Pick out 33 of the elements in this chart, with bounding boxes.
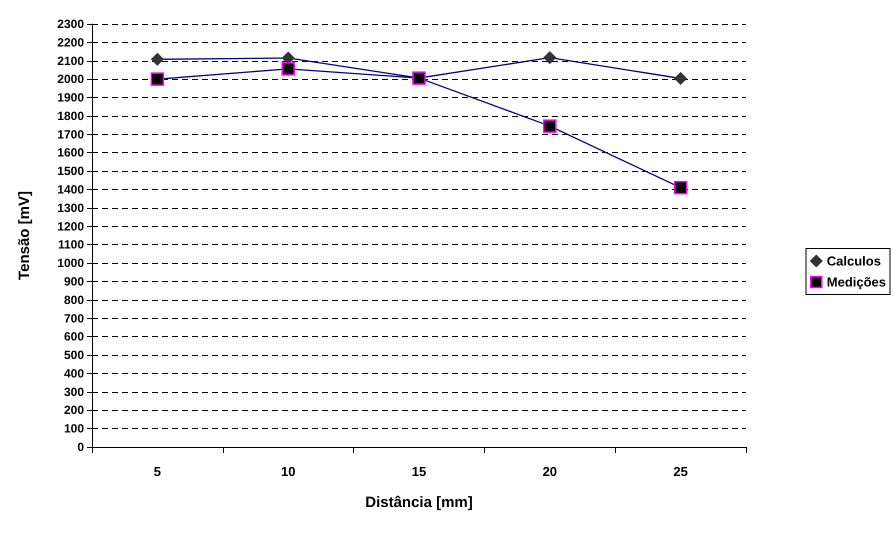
y-tick-label: 1300 — [57, 200, 84, 215]
y-tick-label: 900 — [64, 274, 84, 288]
y-tick-label: 1800 — [57, 108, 84, 123]
y-tick-label: 1700 — [57, 127, 84, 142]
y-tick-label: 2000 — [57, 72, 84, 86]
x-tick-label: 15 — [412, 464, 426, 479]
y-tick-label: 1000 — [57, 256, 84, 270]
y-tick-label: 1500 — [57, 164, 84, 178]
y-tick-label: 400 — [64, 366, 84, 380]
y-tick-label: 1400 — [57, 182, 84, 197]
legend-label: Medições — [826, 274, 886, 290]
y-tick-label: 800 — [64, 292, 84, 307]
y-tick-label: 500 — [64, 348, 84, 362]
y-tick-label: 1900 — [57, 90, 84, 105]
y-tick-label: 200 — [64, 403, 84, 418]
y-tick-label: 1200 — [57, 219, 84, 234]
y-tick-label: 2100 — [57, 54, 84, 68]
x-tick-label: 10 — [280, 464, 296, 479]
y-tick-label: 1600 — [57, 146, 84, 160]
y-tick-label: 1100 — [58, 238, 84, 252]
y-tick-label: 700 — [64, 311, 84, 326]
y-axis-title: Tensão [mV] — [16, 191, 33, 280]
legend-label: Calculos — [826, 254, 881, 268]
x-tick-label: 25 — [673, 464, 688, 479]
y-tick-label: 0 — [77, 440, 84, 454]
y-tick-label: 300 — [64, 384, 84, 399]
y-tick-label: 2200 — [57, 35, 84, 50]
x-tick-label: 20 — [542, 464, 558, 479]
x-tick-label: 5 — [154, 464, 162, 479]
y-tick-label: 2300 — [57, 17, 84, 31]
y-tick-label: 600 — [64, 330, 84, 344]
x-axis-title: Distância [mm] — [365, 494, 473, 511]
y-tick-label: 100 — [64, 422, 84, 436]
